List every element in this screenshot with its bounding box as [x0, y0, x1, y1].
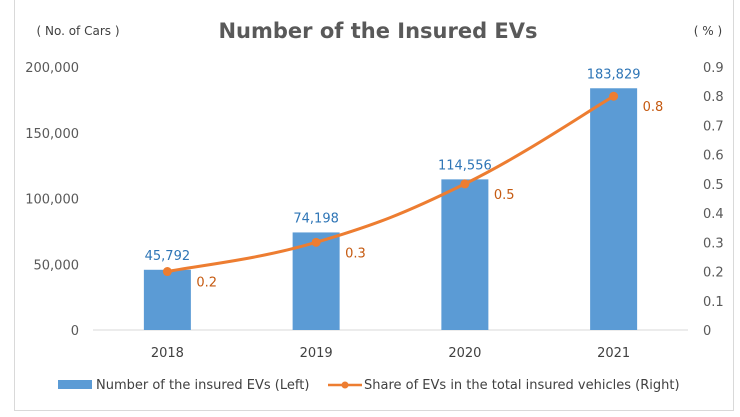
x-axis-tick-label: 2019 [300, 346, 333, 361]
x-axis: 2018 2019 2020 2021 [151, 346, 630, 361]
right-axis-tick-label: 0.2 [703, 266, 724, 281]
x-axis-tick-label: 2021 [597, 346, 630, 361]
chart-title: Number of the Insured EVs [218, 19, 537, 43]
left-axis-unit-label: ( No. of Cars ) [36, 24, 119, 38]
left-axis-tick-label: 0 [71, 324, 79, 339]
bar-data-label: 74,198 [293, 211, 339, 226]
legend: Number of the insured EVs (Left) Share o… [58, 378, 680, 393]
right-axis-tick-label: 0.7 [703, 119, 724, 134]
share-data-label: 0.8 [643, 100, 664, 115]
share-point-2021 [609, 91, 619, 101]
share-data-label: 0.5 [494, 188, 515, 203]
bar-2020 [441, 179, 489, 330]
line-series: 0.2 0.3 0.5 0.8 [162, 91, 664, 291]
share-point-2020 [460, 179, 470, 189]
right-axis-tick-label: 0 [703, 324, 711, 339]
left-axis: 0 50,000 100,000 150,000 200,000 [25, 61, 79, 339]
right-axis-tick-label: 0.8 [703, 90, 724, 105]
share-data-label: 0.2 [196, 276, 217, 291]
right-axis-tick-label: 0.4 [703, 207, 724, 222]
legend-bar-swatch [58, 380, 92, 389]
left-axis-tick-label: 50,000 [34, 258, 80, 273]
left-axis-tick-label: 100,000 [25, 193, 79, 208]
right-axis-tick-label: 0.3 [703, 236, 724, 251]
bar-2019 [292, 232, 340, 330]
left-axis-tick-label: 200,000 [25, 61, 79, 76]
share-point-2019 [311, 237, 321, 247]
right-axis-tick-label: 0.6 [703, 149, 724, 164]
share-point-2018 [162, 267, 172, 277]
left-axis-tick-label: 150,000 [25, 127, 79, 142]
right-axis-unit-label: ( % ) [694, 24, 722, 38]
bar-2021 [590, 88, 638, 330]
legend-line-label: Share of EVs in the total insured vehicl… [364, 378, 680, 393]
legend-line-marker [341, 381, 349, 389]
right-axis-tick-label: 0.1 [703, 295, 724, 310]
legend-bar-label: Number of the insured EVs (Left) [96, 378, 309, 393]
share-data-label: 0.3 [345, 246, 366, 261]
bar-data-label: 45,792 [145, 249, 191, 264]
bar-data-label: 183,829 [587, 67, 641, 82]
bar-data-label: 114,556 [438, 158, 492, 173]
bar-2018 [143, 269, 191, 330]
share-line [165, 94, 616, 274]
right-axis: 0 0.1 0.2 0.3 0.4 0.5 0.6 0.7 0.8 0.9 [703, 61, 724, 339]
x-axis-tick-label: 2020 [448, 346, 481, 361]
right-axis-tick-label: 0.5 [703, 178, 724, 193]
right-axis-tick-label: 0.9 [703, 61, 724, 76]
bar-series: 45,792 74,198 114,556 183,829 [143, 67, 641, 330]
x-axis-tick-label: 2018 [151, 346, 184, 361]
